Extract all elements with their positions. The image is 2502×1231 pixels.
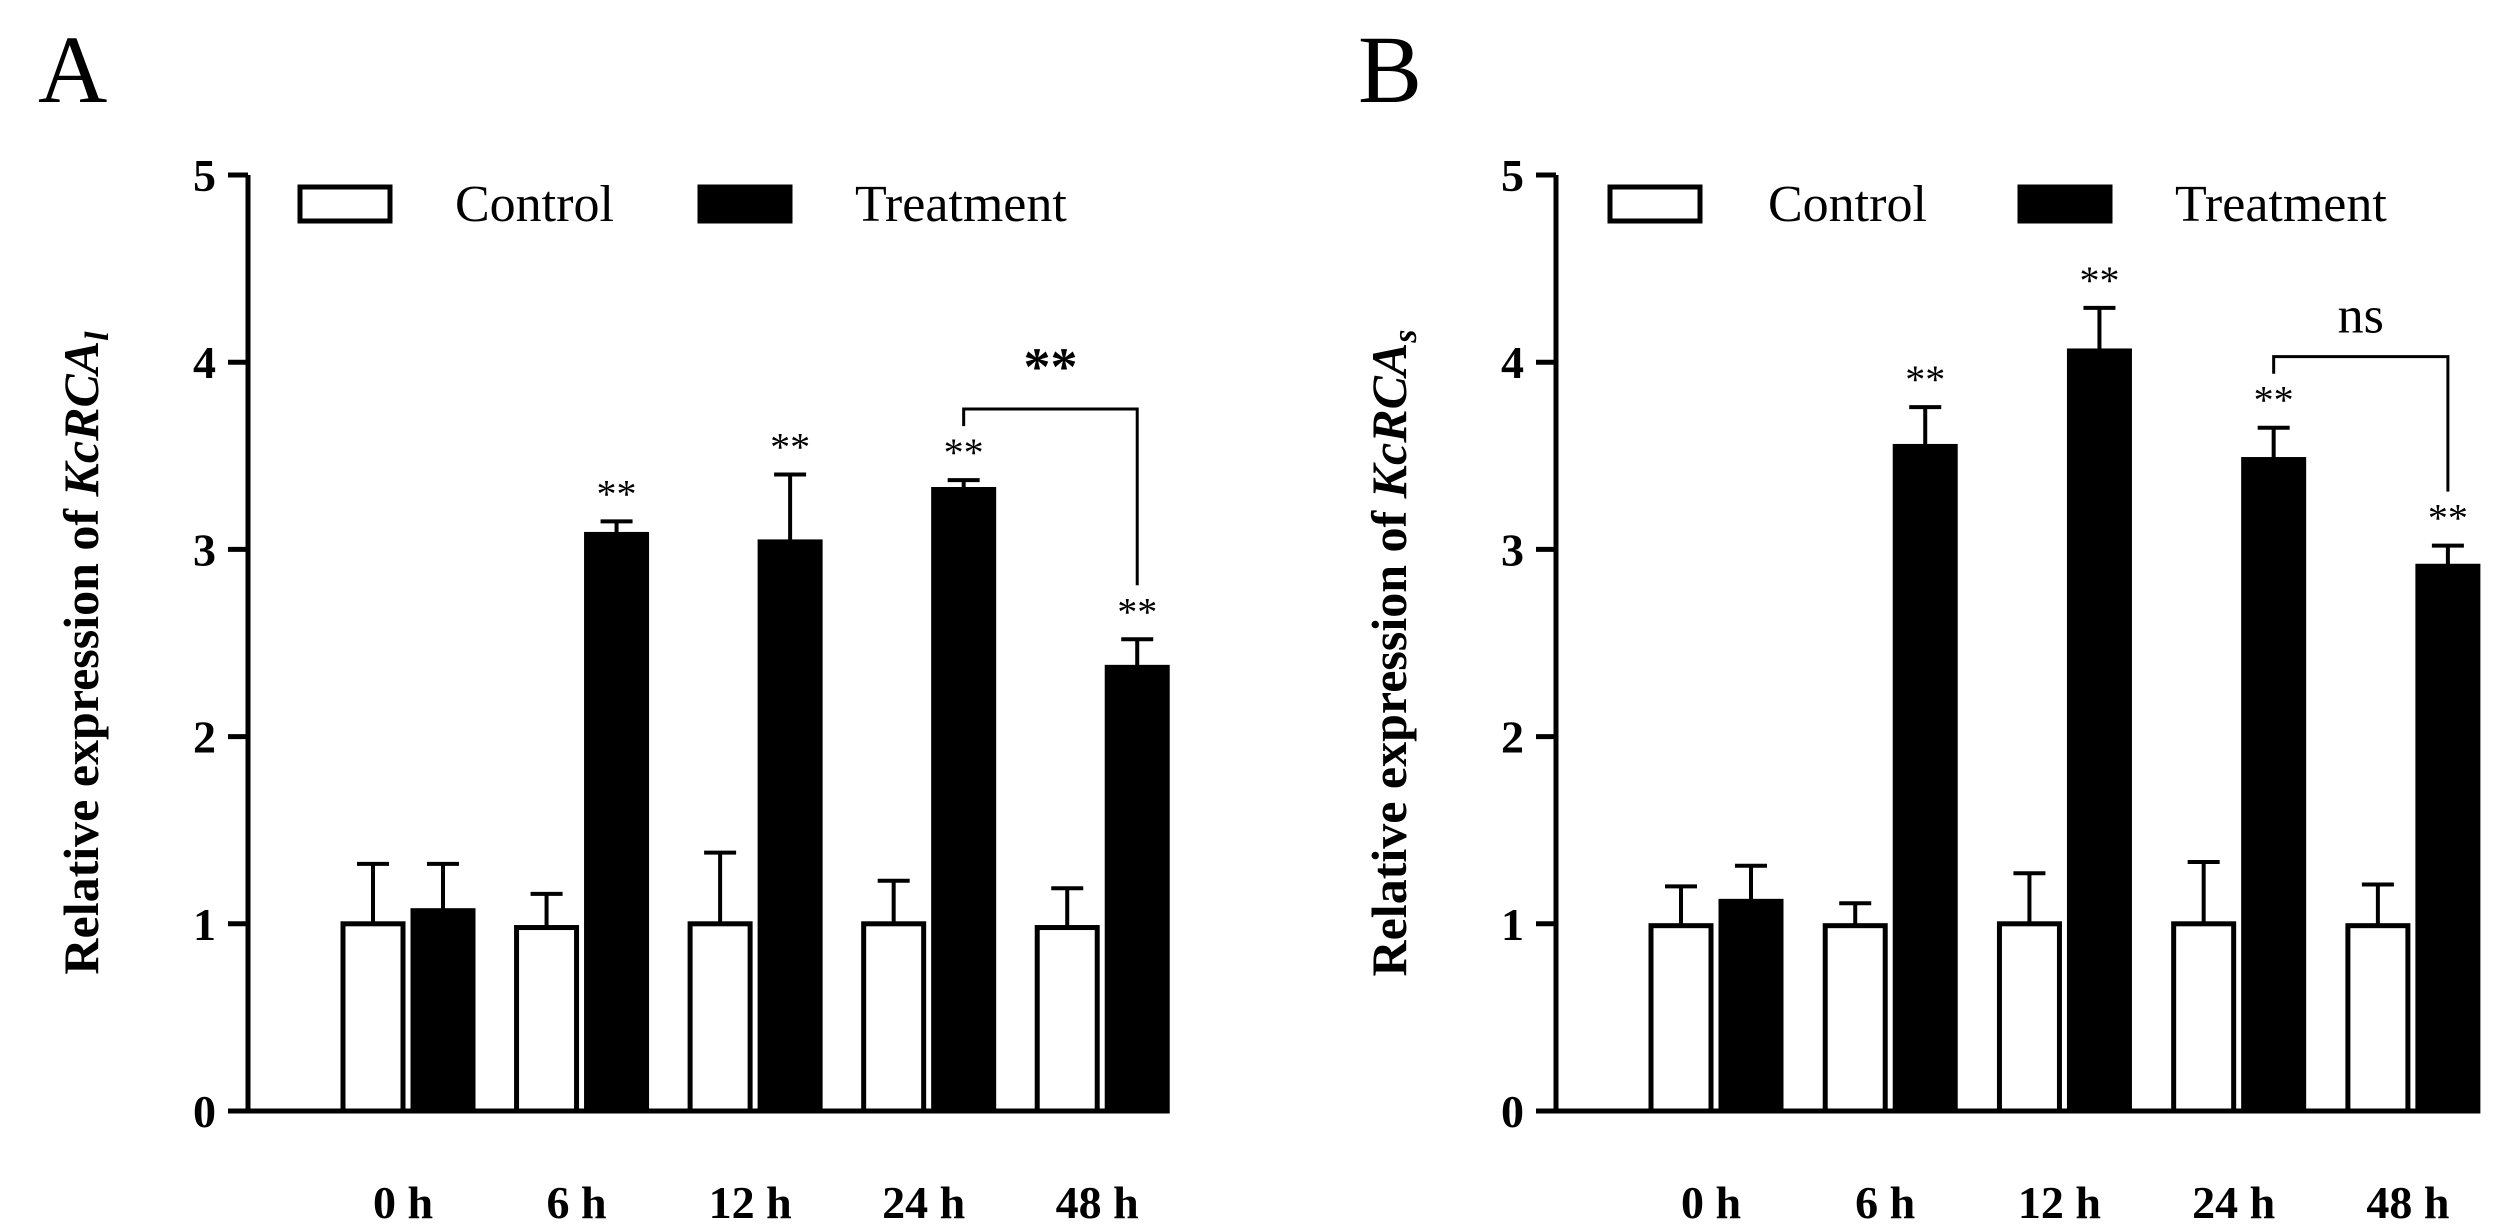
significance-label: **	[944, 430, 984, 475]
significance-label: **	[770, 425, 810, 470]
y-tick-label: 0	[1501, 1086, 1524, 1137]
y-tick-label: 2	[1501, 712, 1524, 763]
bar-control	[340, 921, 406, 1114]
y-tick-label: 1	[1501, 899, 1524, 950]
legend-label-treatment: Treatment	[2175, 176, 2387, 233]
x-tick-label: 12 h	[709, 1177, 792, 1228]
x-tick-label: 0 h	[1681, 1177, 1741, 1228]
bar-treatment	[2415, 563, 2481, 1114]
significance-label: **	[2079, 258, 2119, 303]
significance-label: **	[1905, 357, 1945, 402]
legend-swatch-control	[297, 184, 393, 224]
bar-control	[1822, 923, 1888, 1114]
y-tick-label: 0	[193, 1086, 216, 1137]
significance-label: **	[2428, 496, 2468, 541]
panel-letter: A	[38, 16, 107, 123]
significance-label: **	[597, 471, 637, 516]
bar-control	[1034, 925, 1100, 1114]
bar-control	[2171, 921, 2237, 1114]
legend-label-treatment: Treatment	[855, 176, 1067, 233]
bar-treatment	[931, 486, 997, 1114]
legend-label-control: Control	[455, 176, 614, 233]
bar-treatment	[410, 908, 476, 1114]
y-tick-label: 4	[1501, 337, 1524, 388]
y-tick-label: 5	[1501, 150, 1524, 201]
bar-control	[1648, 923, 1714, 1114]
bar-treatment	[2241, 457, 2307, 1114]
legend-label-control: Control	[1768, 176, 1927, 233]
panel-letter: B	[1358, 16, 1422, 123]
legend-swatch-treatment	[697, 184, 793, 224]
panel-b: B 0 1 2 3 4 5 Relative expression of KcRCAs Cont…	[1358, 16, 2481, 1228]
y-axis-label: Relative expression of KcRCAl	[53, 331, 116, 975]
x-tick-label: 6 h	[547, 1177, 607, 1228]
y-tick-label: 4	[193, 337, 216, 388]
x-tick-label: 6 h	[1855, 1177, 1915, 1228]
panel-a: A 0 1 2 3 4 5 Relative expression of KcRCAl Cont…	[38, 16, 1170, 1228]
x-tick-label: 24 h	[882, 1177, 965, 1228]
x-tick-label: 0 h	[373, 1177, 433, 1228]
x-tick-label: 12 h	[2018, 1177, 2101, 1228]
x-tick-label: 48 h	[2366, 1177, 2449, 1228]
bar-treatment	[584, 531, 650, 1114]
significance-label: **	[1117, 589, 1157, 634]
bar-treatment	[2066, 348, 2132, 1114]
significance-label: **	[2254, 378, 2294, 423]
bar-control	[2345, 923, 2411, 1114]
bar-control	[1996, 921, 2062, 1114]
legend-swatch-control	[1607, 184, 1703, 224]
x-tick-label: 48 h	[1056, 1177, 1139, 1228]
y-tick-label: 2	[193, 712, 216, 763]
bar-treatment	[1892, 443, 1958, 1114]
comparison-bracket	[962, 407, 1139, 586]
legend-swatch-treatment	[2017, 184, 2113, 224]
y-tick-label: 5	[193, 150, 216, 201]
y-axis-label: Relative expression of KcRCAs	[1361, 329, 1424, 976]
y-tick-label: 1	[193, 899, 216, 950]
bar-treatment	[757, 539, 823, 1114]
bar-treatment	[1718, 898, 1784, 1114]
bar-treatment	[1104, 664, 1170, 1114]
bracket-label: ns	[2338, 288, 2384, 345]
y-tick-label: 3	[193, 524, 216, 575]
bracket-label: **	[1023, 337, 1077, 397]
bar-control	[514, 925, 580, 1114]
bar-control	[687, 921, 753, 1114]
comparison-bracket	[2272, 355, 2450, 492]
y-tick-label: 3	[1501, 524, 1524, 575]
bar-control	[861, 921, 927, 1114]
x-tick-label: 24 h	[2192, 1177, 2275, 1228]
